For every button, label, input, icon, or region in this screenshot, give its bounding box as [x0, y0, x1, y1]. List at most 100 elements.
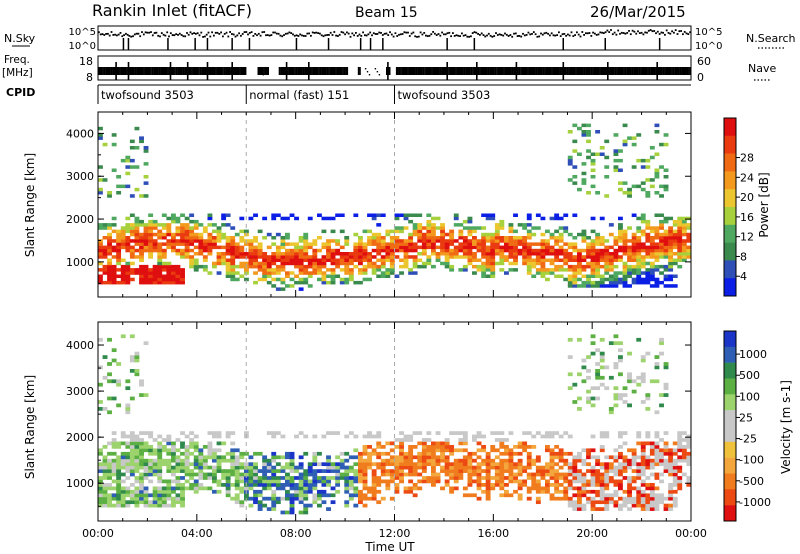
- velocity-cell: [134, 434, 140, 439]
- velocity-cell: [175, 458, 181, 463]
- velocity-cell: [526, 455, 532, 460]
- power-cell: [412, 261, 418, 266]
- power-heatmap-cells: [98, 123, 692, 291]
- velocity-cell: [449, 451, 455, 456]
- power-cell: [125, 236, 131, 240]
- velocity-cell: [139, 393, 144, 397]
- power-cell: [275, 248, 281, 253]
- nsky-point: [649, 29, 652, 31]
- velocity-cell: [613, 365, 619, 370]
- power-cell: [417, 213, 423, 218]
- velocity-cell: [522, 465, 528, 470]
- power-cell: [535, 248, 541, 253]
- velocity-cell: [189, 445, 195, 449]
- nsky-panel-frame: [97, 25, 692, 51]
- power-cell: [618, 236, 623, 240]
- power-cell: [180, 236, 185, 240]
- velocity-cell: [613, 386, 619, 391]
- velocity-cell: [399, 431, 404, 435]
- power-cell: [116, 242, 122, 246]
- nsky-point: [541, 33, 544, 36]
- velocity-cell: [111, 445, 117, 449]
- power-cell: [654, 168, 660, 173]
- nsky-point: [353, 34, 355, 37]
- velocity-cell: [444, 469, 450, 473]
- freq-bar: [569, 67, 572, 75]
- power-cell: [618, 248, 623, 253]
- power-cell: [622, 280, 628, 285]
- power-cell: [421, 261, 427, 266]
- velocity-cell: [499, 462, 505, 467]
- freq-bar: [266, 67, 268, 75]
- power-cell: [262, 236, 268, 240]
- velocity-cell: [257, 507, 263, 511]
- velocity-cell: [285, 451, 290, 456]
- power-cell: [526, 213, 532, 218]
- freq-bar: [414, 67, 416, 75]
- power-cell: [572, 139, 578, 144]
- power-cell: [280, 280, 286, 285]
- power-cell: [599, 277, 605, 282]
- power-cell: [403, 258, 409, 263]
- nsky-point: [272, 31, 275, 34]
- power-cell: [253, 258, 258, 263]
- velocity-cell: [193, 483, 199, 487]
- velocity-cell: [444, 479, 450, 484]
- velocity-cell: [636, 472, 642, 477]
- nsky-point: [581, 31, 584, 33]
- power-colorbar-frame: [723, 117, 737, 297]
- velocity-cell: [275, 483, 281, 487]
- power-cell: [517, 223, 523, 227]
- freq-bar: [233, 67, 236, 75]
- velocity-cell: [166, 493, 172, 498]
- power-cell: [271, 255, 277, 259]
- power-cell: [339, 255, 345, 259]
- nsky-point: [401, 33, 404, 35]
- power-cell: [189, 236, 195, 240]
- power-cell: [659, 255, 664, 259]
- velocity-cell: [116, 476, 122, 480]
- velocity-cell: [107, 379, 112, 384]
- velocity-cell: [180, 486, 185, 491]
- velocity-cell: [298, 496, 304, 501]
- power-cell: [262, 252, 268, 256]
- velocity-cell: [298, 493, 304, 498]
- nsky-point: [416, 36, 418, 38]
- nsky-point: [592, 31, 594, 34]
- power-cell: [513, 252, 518, 256]
- nsky-point: [141, 31, 143, 33]
- power-cell: [139, 274, 144, 279]
- velocity-cell: [362, 469, 368, 473]
- nsky-point: [417, 35, 420, 38]
- power-cell: [152, 223, 158, 227]
- power-cell: [275, 232, 281, 237]
- nsky-point: [408, 35, 411, 37]
- power-cell: [216, 258, 222, 263]
- velocity-cell: [421, 445, 427, 449]
- velocity-cell: [198, 448, 204, 453]
- power-cell: [481, 213, 487, 218]
- power-cell: [508, 268, 514, 272]
- freq-bar: [192, 67, 195, 75]
- power-cell: [499, 239, 505, 243]
- power-cell: [380, 242, 386, 246]
- freq-bar: [339, 67, 341, 75]
- velocity-cell: [663, 362, 669, 366]
- velocity-cell: [175, 465, 181, 470]
- power-cell: [107, 277, 112, 282]
- velocity-cell: [631, 462, 637, 467]
- power-cell: [645, 248, 651, 253]
- velocity-cell: [517, 479, 523, 484]
- power-cell: [672, 252, 678, 256]
- power-cell: [230, 268, 236, 272]
- nsky-point: [252, 35, 255, 37]
- power-cell: [627, 136, 632, 140]
- freq-bar: [475, 67, 477, 75]
- velocity-cell: [139, 451, 144, 456]
- freq-spike: [115, 62, 117, 80]
- power-cell: [572, 268, 578, 272]
- velocity-cell: [672, 479, 678, 484]
- nsky-point: [482, 34, 485, 36]
- power-cell: [125, 268, 131, 272]
- nsky-point: [320, 34, 323, 37]
